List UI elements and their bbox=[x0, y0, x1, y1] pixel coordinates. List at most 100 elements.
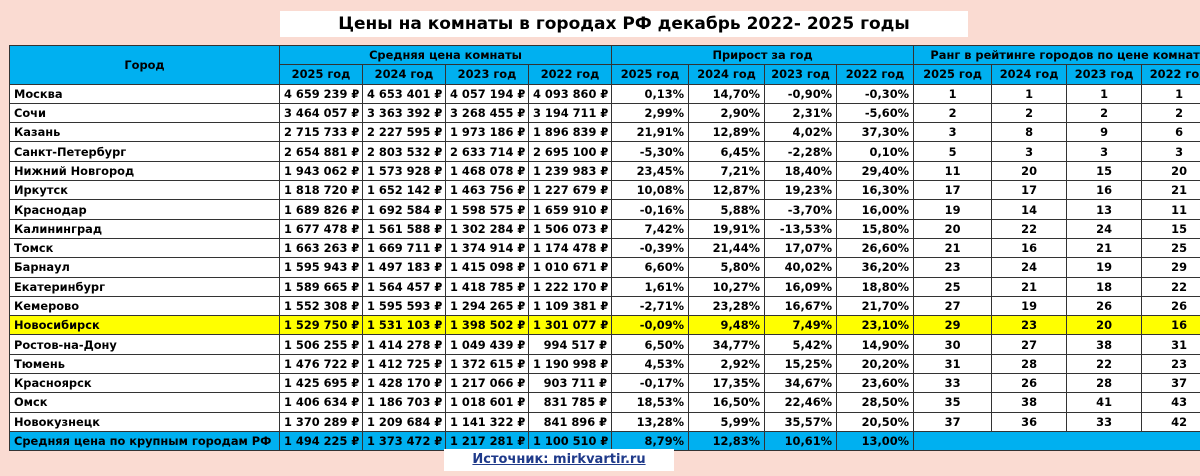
rank-cell: 2 bbox=[991, 102, 1068, 124]
growth-cell: 22,46% bbox=[764, 392, 838, 413]
growth-cell: 1,61% bbox=[611, 276, 690, 297]
growth-cell: 15,25% bbox=[764, 353, 838, 375]
price-cell: 1 818 720 ₽ bbox=[279, 180, 363, 201]
rank-cell: 21 bbox=[991, 276, 1068, 297]
average-label: Средняя цена по крупным городам РФ bbox=[9, 430, 280, 452]
growth-cell: 21,91% bbox=[611, 122, 690, 143]
average-rank-empty bbox=[913, 430, 1200, 452]
price-cell: 1 589 665 ₽ bbox=[279, 276, 363, 297]
growth-cell: -2,71% bbox=[611, 295, 690, 317]
price-group-header: Средняя цена комнаты bbox=[278, 44, 613, 66]
growth-cell: 6,45% bbox=[688, 141, 766, 162]
year-header: 2023 год bbox=[764, 64, 838, 85]
rank-cell: 38 bbox=[991, 392, 1068, 413]
price-cell: 1 506 255 ₽ bbox=[279, 334, 363, 355]
price-cell: 831 785 ₽ bbox=[527, 392, 613, 413]
rank-cell: 19 bbox=[1066, 257, 1143, 278]
rank-cell: 41 bbox=[1066, 392, 1143, 413]
price-cell: 1 372 615 ₽ bbox=[445, 353, 529, 375]
price-cell: 2 633 714 ₽ bbox=[445, 141, 529, 162]
growth-cell: 5,99% bbox=[688, 411, 766, 432]
city-cell: Томск bbox=[9, 237, 280, 259]
city-cell: Нижний Новгород bbox=[9, 160, 280, 182]
price-cell: 1 412 725 ₽ bbox=[362, 353, 446, 375]
rank-cell: 1 bbox=[991, 83, 1068, 104]
growth-cell: 14,90% bbox=[836, 334, 915, 355]
price-cell: 4 057 194 ₽ bbox=[445, 83, 529, 104]
rank-cell: 26 bbox=[991, 373, 1068, 394]
average-price-cell: 1 494 225 ₽ bbox=[279, 430, 363, 452]
price-cell: 1 301 077 ₽ bbox=[527, 315, 613, 336]
city-cell: Новосибирск bbox=[9, 315, 280, 336]
price-cell: 1 414 278 ₽ bbox=[362, 334, 446, 355]
rank-cell: 38 bbox=[1066, 334, 1143, 355]
growth-cell: 0,13% bbox=[611, 83, 690, 104]
average-growth-cell: 12,83% bbox=[688, 430, 766, 452]
rank-cell: 19 bbox=[913, 199, 993, 220]
price-cell: 1 302 284 ₽ bbox=[445, 218, 529, 239]
year-header: 2025 год bbox=[611, 64, 690, 85]
average-growth-cell: 13,00% bbox=[836, 430, 915, 452]
price-cell: 4 653 401 ₽ bbox=[362, 83, 446, 104]
rank-cell: 13 bbox=[1066, 199, 1143, 220]
price-cell: 1 692 584 ₽ bbox=[362, 199, 446, 220]
rank-cell: 42 bbox=[1141, 411, 1200, 432]
growth-cell: 28,50% bbox=[836, 392, 915, 413]
price-cell: 2 695 100 ₽ bbox=[527, 141, 613, 162]
city-cell: Кемерово bbox=[9, 295, 280, 317]
rank-cell: 26 bbox=[1141, 295, 1200, 317]
growth-cell: 7,49% bbox=[764, 315, 838, 336]
rank-cell: 9 bbox=[1066, 122, 1143, 143]
city-cell: Калининград bbox=[9, 218, 280, 239]
growth-cell: 2,92% bbox=[688, 353, 766, 375]
growth-cell: 2,99% bbox=[611, 102, 690, 124]
rank-cell: 19 bbox=[991, 295, 1068, 317]
rank-cell: 3 bbox=[1141, 141, 1200, 162]
table-row: Омск 1 406 634 ₽1 186 703 ₽1 018 601 ₽831… bbox=[9, 392, 1200, 413]
growth-cell: 4,02% bbox=[764, 122, 838, 143]
rank-cell: 23 bbox=[1141, 353, 1200, 375]
price-cell: 1 652 142 ₽ bbox=[362, 180, 446, 201]
source-link[interactable]: Источник: mirkvartir.ru bbox=[444, 449, 674, 471]
growth-cell: 35,57% bbox=[764, 411, 838, 432]
rank-cell: 1 bbox=[1066, 83, 1143, 104]
price-cell: 3 194 711 ₽ bbox=[527, 102, 613, 124]
rank-cell: 6 bbox=[1141, 122, 1200, 143]
year-header: 2023 год bbox=[445, 64, 529, 85]
growth-cell: 17,35% bbox=[688, 373, 766, 394]
growth-cell: 12,89% bbox=[688, 122, 766, 143]
price-cell: 1 374 914 ₽ bbox=[445, 237, 529, 259]
growth-cell: -13,53% bbox=[764, 218, 838, 239]
price-cell: 1 677 478 ₽ bbox=[279, 218, 363, 239]
growth-cell: 5,80% bbox=[688, 257, 766, 278]
growth-cell: 6,60% bbox=[611, 257, 690, 278]
growth-cell: 16,30% bbox=[836, 180, 915, 201]
growth-cell: 18,53% bbox=[611, 392, 690, 413]
rank-cell: 14 bbox=[991, 199, 1068, 220]
rank-cell: 25 bbox=[913, 276, 993, 297]
price-cell: 1 595 593 ₽ bbox=[362, 295, 446, 317]
growth-cell: 16,50% bbox=[688, 392, 766, 413]
price-cell: 994 517 ₽ bbox=[527, 334, 613, 355]
price-cell: 2 654 881 ₽ bbox=[279, 141, 363, 162]
price-cell: 1 973 186 ₽ bbox=[445, 122, 529, 143]
price-cell: 1 552 308 ₽ bbox=[279, 295, 363, 317]
rank-cell: 5 bbox=[913, 141, 993, 162]
rank-cell: 33 bbox=[1066, 411, 1143, 432]
rank-cell: 20 bbox=[1066, 315, 1143, 336]
price-cell: 1 418 785 ₽ bbox=[445, 276, 529, 297]
price-cell: 4 093 860 ₽ bbox=[527, 83, 613, 104]
price-cell: 1 239 983 ₽ bbox=[527, 160, 613, 182]
rank-cell: 22 bbox=[991, 218, 1068, 239]
city-cell: Тюмень bbox=[9, 353, 280, 375]
rank-cell: 31 bbox=[1141, 334, 1200, 355]
table-row: Калининград 1 677 478 ₽1 561 588 ₽1 302 2… bbox=[9, 218, 1200, 239]
year-header: 2023 год bbox=[1066, 64, 1143, 85]
price-cell: 1 896 839 ₽ bbox=[527, 122, 613, 143]
rank-cell: 29 bbox=[913, 315, 993, 336]
growth-cell: 20,50% bbox=[836, 411, 915, 432]
rank-cell: 37 bbox=[913, 411, 993, 432]
rank-cell: 15 bbox=[1141, 218, 1200, 239]
table-row: Кемерово 1 552 308 ₽1 595 593 ₽1 294 265 … bbox=[9, 295, 1200, 317]
table-row: Краснодар 1 689 826 ₽1 692 584 ₽1 598 575… bbox=[9, 199, 1200, 220]
